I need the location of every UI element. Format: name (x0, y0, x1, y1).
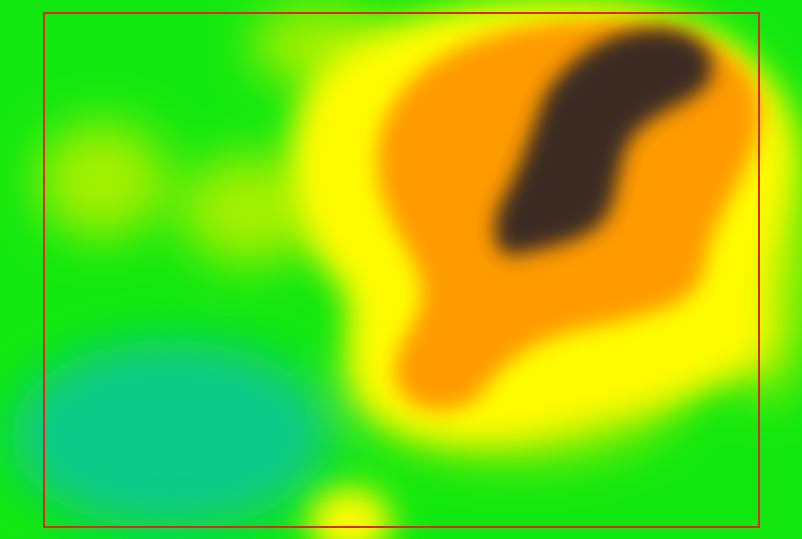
heatmap-cool-region (10, 340, 330, 530)
heatmap-blobs-peak (494, 28, 713, 256)
heatmap-mid-region (180, 155, 320, 265)
heatmap-mid-region (37, 122, 167, 238)
selection-rectangle[interactable] (43, 12, 760, 528)
heatmap-peak-region (494, 28, 713, 256)
